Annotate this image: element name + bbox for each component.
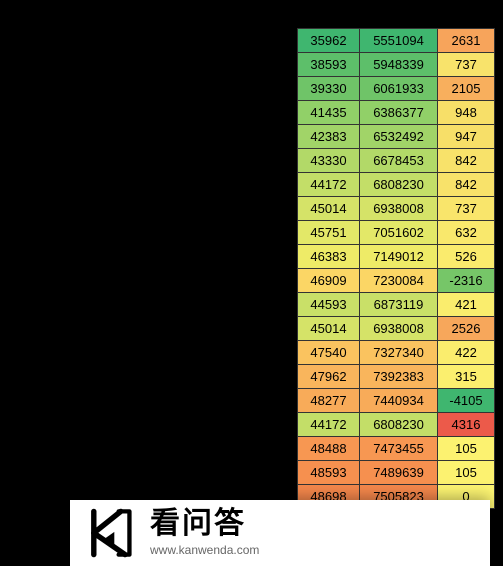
table-row: 482777440934-4105 — [298, 389, 495, 413]
table-row: 450146938008737 — [298, 197, 495, 221]
table-cell: 842 — [438, 149, 495, 173]
table-cell: 6808230 — [360, 173, 438, 197]
table-cell: 48593 — [298, 461, 360, 485]
table-cell: 35962 — [298, 29, 360, 53]
table-row: 4501469380082526 — [298, 317, 495, 341]
table-cell: 2631 — [438, 29, 495, 53]
table-cell: 6532492 — [360, 125, 438, 149]
table-cell: 7473455 — [360, 437, 438, 461]
table-cell: 6938008 — [360, 197, 438, 221]
table-row: 457517051602632 — [298, 221, 495, 245]
table-cell: 2105 — [438, 77, 495, 101]
table-cell: -2316 — [438, 269, 495, 293]
heatmap-table: 3596255510942631385935948339737393306061… — [297, 28, 495, 509]
table-cell: 48277 — [298, 389, 360, 413]
table-cell: 46383 — [298, 245, 360, 269]
table-cell: 632 — [438, 221, 495, 245]
table-row: 3596255510942631 — [298, 29, 495, 53]
table-row: 414356386377948 — [298, 101, 495, 125]
brand-logo — [80, 503, 140, 563]
table-cell: 45014 — [298, 197, 360, 221]
table-cell: 842 — [438, 173, 495, 197]
table-cell: 948 — [438, 101, 495, 125]
table-cell: 5948339 — [360, 53, 438, 77]
table-cell: -4105 — [438, 389, 495, 413]
brand-bar: 看问答 www.kanwenda.com — [70, 500, 490, 566]
table-cell: 44172 — [298, 413, 360, 437]
table-cell: 947 — [438, 125, 495, 149]
table-cell: 2526 — [438, 317, 495, 341]
table-cell: 44172 — [298, 173, 360, 197]
table-cell: 105 — [438, 461, 495, 485]
table-cell: 7230084 — [360, 269, 438, 293]
table-cell: 45014 — [298, 317, 360, 341]
table-cell: 5551094 — [360, 29, 438, 53]
table-cell: 43330 — [298, 149, 360, 173]
table-row: 469097230084-2316 — [298, 269, 495, 293]
table-cell: 7327340 — [360, 341, 438, 365]
table-row: 475407327340422 — [298, 341, 495, 365]
table-row: 3933060619332105 — [298, 77, 495, 101]
table-cell: 7489639 — [360, 461, 438, 485]
table-cell: 7392383 — [360, 365, 438, 389]
table: 3596255510942631385935948339737393306061… — [297, 28, 495, 509]
table-cell: 6938008 — [360, 317, 438, 341]
kanwenda-logo-icon — [83, 506, 137, 560]
table-cell: 45751 — [298, 221, 360, 245]
table-cell: 44593 — [298, 293, 360, 317]
table-cell: 47540 — [298, 341, 360, 365]
brand-title: 看问答 — [150, 509, 259, 539]
table-cell: 105 — [438, 437, 495, 461]
table-cell: 4316 — [438, 413, 495, 437]
table-row: 4417268082304316 — [298, 413, 495, 437]
table-cell: 6386377 — [360, 101, 438, 125]
table-row: 463837149012526 — [298, 245, 495, 269]
table-cell: 422 — [438, 341, 495, 365]
table-cell: 48488 — [298, 437, 360, 461]
table-cell: 46909 — [298, 269, 360, 293]
table-cell: 6808230 — [360, 413, 438, 437]
table-cell: 38593 — [298, 53, 360, 77]
table-row: 479627392383315 — [298, 365, 495, 389]
table-cell: 737 — [438, 197, 495, 221]
table-cell: 7051602 — [360, 221, 438, 245]
table-cell: 42383 — [298, 125, 360, 149]
table-row: 433306678453842 — [298, 149, 495, 173]
table-cell: 526 — [438, 245, 495, 269]
table-row: 484887473455105 — [298, 437, 495, 461]
table-row: 385935948339737 — [298, 53, 495, 77]
table-cell: 7149012 — [360, 245, 438, 269]
table-cell: 6678453 — [360, 149, 438, 173]
table-row: 485937489639105 — [298, 461, 495, 485]
table-row: 445936873119421 — [298, 293, 495, 317]
table-cell: 421 — [438, 293, 495, 317]
table-cell: 6873119 — [360, 293, 438, 317]
brand-text: 看问答 www.kanwenda.com — [150, 509, 259, 557]
brand-url: www.kanwenda.com — [150, 543, 259, 557]
table-cell: 7440934 — [360, 389, 438, 413]
table-cell: 315 — [438, 365, 495, 389]
page-root: { "heatmap_table": { "type": "heatmap", … — [0, 0, 503, 566]
table-cell: 39330 — [298, 77, 360, 101]
table-cell: 47962 — [298, 365, 360, 389]
table-row: 423836532492947 — [298, 125, 495, 149]
table-row: 441726808230842 — [298, 173, 495, 197]
table-cell: 737 — [438, 53, 495, 77]
table-cell: 6061933 — [360, 77, 438, 101]
table-cell: 41435 — [298, 101, 360, 125]
